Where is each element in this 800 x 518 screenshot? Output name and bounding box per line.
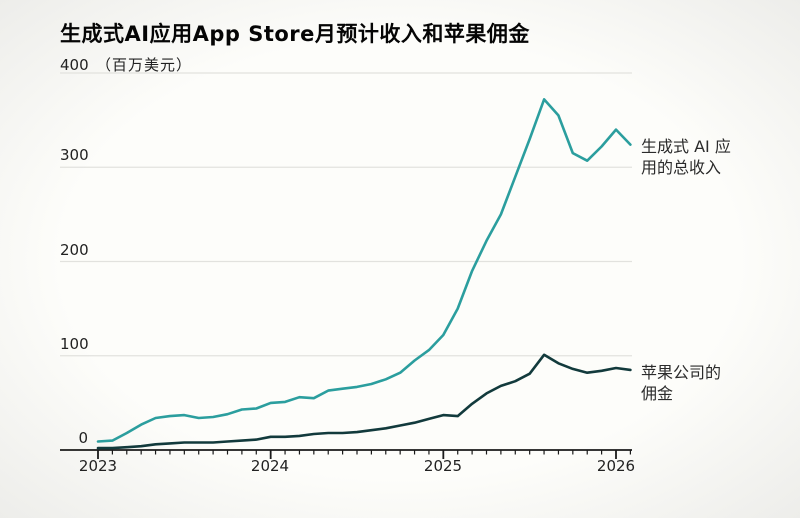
y-tick-label-200: 200 (60, 241, 89, 259)
x-tick-label-2025: 2025 (423, 457, 463, 475)
series-label-revenue-line2: 用的总收入 (641, 158, 722, 178)
y-tick-label-300: 300 (60, 146, 89, 164)
axis-unit-label: （百万美元） (96, 56, 193, 74)
x-tick-label-2026: 2026 (596, 457, 636, 475)
series-label-revenue-line1: 生成式 AI 应 (641, 137, 731, 156)
series-label-revenue: 生成式 AI 应 用的总收入 (641, 136, 731, 178)
series-label-commission: 苹果公司的 佣金 (641, 362, 721, 404)
series-label-commission-line2: 佣金 (641, 384, 674, 404)
series-label-commission-line1: 苹果公司的 (641, 363, 722, 382)
y-tick-label-0: 0 (78, 429, 88, 447)
y-tick-label-400: 400 (60, 56, 89, 74)
y-axis-top-label: 400 （百万美元） (60, 54, 192, 75)
y-tick-label-100: 100 (60, 335, 89, 353)
chart-title: 生成式AI应用App Store月预计收入和苹果佣金 (60, 22, 530, 46)
x-tick-label-2024: 2024 (250, 457, 290, 475)
x-tick-label-2023: 2023 (78, 457, 118, 475)
